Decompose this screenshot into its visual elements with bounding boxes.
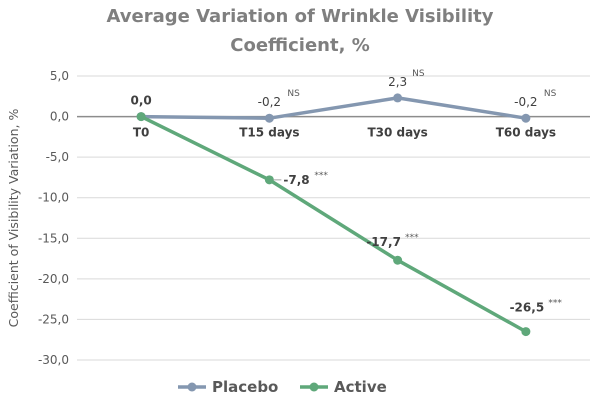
series-line-active (140, 115, 527, 334)
y-tick-label: 0,0 (50, 110, 69, 124)
data-point-placebo (521, 113, 531, 123)
data-point-active (264, 175, 274, 185)
data-label: 0,0 (130, 94, 151, 108)
data-label: -0,2 (258, 95, 281, 109)
x-tick-label: T0 (133, 126, 150, 140)
data-label: -0,2 (514, 95, 537, 109)
y-tick-label: -30,0 (38, 353, 69, 367)
legend-label-active: Active (334, 378, 387, 396)
chart-title-line-1: Average Variation of Wrinkle Visibility (107, 6, 494, 27)
significance-label: *** (314, 171, 328, 181)
significance-label: NS (412, 69, 425, 79)
significance-label: NS (287, 89, 300, 99)
legend-marker (187, 382, 197, 392)
data-label: -17,7 (366, 235, 401, 249)
data-point-placebo (264, 113, 274, 123)
data-label: -26,5 (510, 301, 545, 315)
y-tick-label: -20,0 (38, 272, 69, 286)
y-tick-label: -15,0 (38, 231, 69, 245)
significance-label: *** (548, 299, 562, 309)
chart-title-line-2: Coefficient, % (230, 35, 369, 56)
data-point-active (521, 327, 531, 337)
x-tick-label: T30 days (367, 126, 427, 140)
y-tick-label: -25,0 (38, 312, 69, 326)
y-tick-label: -10,0 (38, 191, 69, 205)
series-line-placebo (141, 96, 527, 120)
data-label: -7,8 (283, 173, 309, 187)
legend-label-placebo: Placebo (212, 378, 278, 396)
data-point-active (136, 112, 146, 122)
significance-label: NS (544, 89, 557, 99)
y-tick-label: -5,0 (46, 150, 69, 164)
data-label: 2,3 (388, 75, 407, 89)
significance-label: *** (405, 233, 419, 243)
data-point-placebo (393, 93, 403, 103)
y-tick-label: 5,0 (50, 69, 69, 83)
data-point-active (393, 255, 403, 265)
x-tick-label: T15 days (239, 126, 299, 140)
y-axis-label: Coefficient of Visibility Variation, % (6, 109, 21, 328)
x-tick-label: T60 days (496, 126, 556, 140)
legend-marker (309, 382, 319, 392)
